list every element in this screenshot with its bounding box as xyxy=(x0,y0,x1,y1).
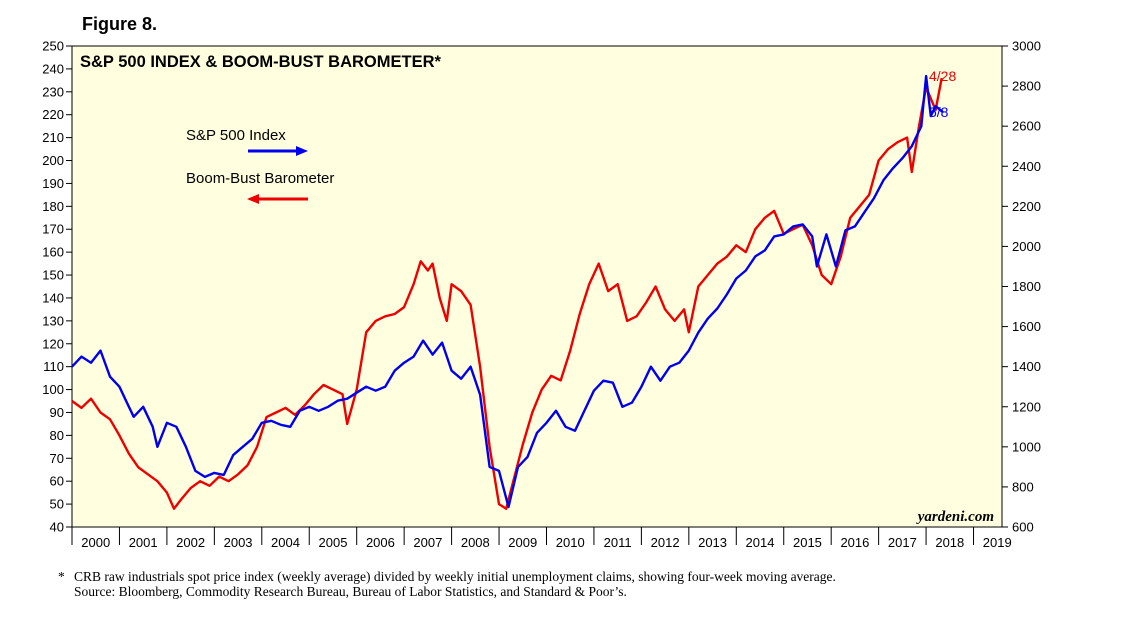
footnote-line-2: Source: Bloomberg, Commodity Research Bu… xyxy=(74,584,627,599)
left-tick-label: 110 xyxy=(43,359,64,374)
year-tick-label: 2014 xyxy=(746,535,775,550)
left-tick-label: 230 xyxy=(42,84,64,99)
year-tick-label: 2017 xyxy=(888,535,917,550)
watermark: yardeni.com xyxy=(916,509,994,525)
left-tick-label: 250 xyxy=(42,39,64,54)
plot-area xyxy=(71,45,1003,528)
chart-title: S&P 500 INDEX & BOOM-BUST BAROMETER* xyxy=(80,53,441,71)
right-tick-label: 1600 xyxy=(1012,319,1041,334)
left-tick-label: 150 xyxy=(42,268,64,283)
left-tick-label: 90 xyxy=(50,405,64,420)
left-tick-label: 220 xyxy=(42,107,64,122)
year-tick-label: 2005 xyxy=(319,535,348,550)
year-tick-label: 2001 xyxy=(129,535,158,550)
year-tick-label: 2008 xyxy=(461,535,490,550)
legend-arrow-boom-bust xyxy=(247,194,308,204)
series-line-sp500 xyxy=(71,74,944,509)
legend: S&P 500 Index Boom-Bust Barometer xyxy=(186,127,334,204)
year-tick-label: 2006 xyxy=(366,535,395,550)
left-tick-label: 100 xyxy=(42,382,64,397)
right-tick-label: 2200 xyxy=(1012,199,1041,214)
right-tick-label: 1400 xyxy=(1012,359,1041,374)
end-label-sp500: 5/8 xyxy=(929,104,949,120)
x-axis: 2000 2001 2002 2003 2004 2005 2006 2007 2008 2009… xyxy=(71,527,1012,550)
left-tick-label: 80 xyxy=(50,428,64,443)
year-tick-label: 2004 xyxy=(271,535,300,550)
left-tick-label: 130 xyxy=(42,313,64,328)
year-tick-label: 2000 xyxy=(81,535,110,550)
year-tick-label: 2003 xyxy=(224,535,253,550)
left-tick-label: 50 xyxy=(50,497,64,512)
chart: S&P 500 INDEX & BOOM-BUST BAROMETER* 40 5… xyxy=(42,39,1041,551)
footnote-line-1: CRB raw industrials spot price index (we… xyxy=(74,569,836,584)
year-tick-label: 2015 xyxy=(793,535,822,550)
left-axis: 40 50 60 70 80 90 100 110 120 130 140 150 160 170 180 1… xyxy=(42,39,72,535)
right-tick-label: 1000 xyxy=(1012,439,1041,454)
left-tick-label: 60 xyxy=(50,474,64,489)
right-tick-label: 1800 xyxy=(1012,279,1041,294)
right-tick-label: 2000 xyxy=(1012,239,1041,254)
legend-arrow-sp500 xyxy=(248,146,308,156)
left-tick-label: 240 xyxy=(42,61,64,76)
right-tick-label: 2600 xyxy=(1012,119,1041,134)
year-tick-label: 2002 xyxy=(176,535,205,550)
left-tick-label: 70 xyxy=(50,451,64,466)
year-tick-label: 2007 xyxy=(413,535,442,550)
right-axis: 600 800 1000 1200 1400 1600 1800 2000 2200 2400 26… xyxy=(1002,39,1041,535)
right-tick-label: 600 xyxy=(1012,520,1034,535)
legend-label-boom-bust: Boom-Bust Barometer xyxy=(186,170,334,187)
right-tick-label: 2400 xyxy=(1012,159,1041,174)
right-tick-label: 3000 xyxy=(1012,39,1041,54)
right-tick-label: 2800 xyxy=(1012,79,1041,94)
year-tick-label: 2012 xyxy=(651,535,680,550)
footnote: * CRB raw industrials spot price index (w… xyxy=(58,569,836,599)
left-tick-label: 200 xyxy=(42,153,64,168)
left-tick-label: 170 xyxy=(42,222,64,237)
year-tick-label: 2013 xyxy=(698,535,727,550)
end-label-boom-bust: 4/28 xyxy=(929,68,956,84)
year-tick-label: 2019 xyxy=(983,535,1012,550)
left-tick-label: 180 xyxy=(42,199,64,214)
left-tick-label: 210 xyxy=(42,130,64,145)
year-tick-label: 2009 xyxy=(508,535,537,550)
legend-label-sp500: S&P 500 Index xyxy=(186,127,286,144)
left-tick-label: 140 xyxy=(42,290,64,305)
left-tick-label: 160 xyxy=(42,245,64,260)
series-layer xyxy=(71,74,944,510)
left-tick-label: 40 xyxy=(50,520,64,535)
year-tick-label: 2018 xyxy=(935,535,964,550)
year-tick-label: 2011 xyxy=(604,535,632,550)
left-tick-label: 120 xyxy=(42,336,64,351)
right-tick-label: 1200 xyxy=(1012,399,1041,414)
figure-label: Figure 8. xyxy=(82,14,158,34)
year-tick-label: 2010 xyxy=(556,535,585,550)
right-tick-label: 800 xyxy=(1012,479,1034,494)
year-tick-label: 2016 xyxy=(840,535,869,550)
footnote-marker: * xyxy=(58,569,65,584)
left-tick-label: 190 xyxy=(42,176,64,191)
